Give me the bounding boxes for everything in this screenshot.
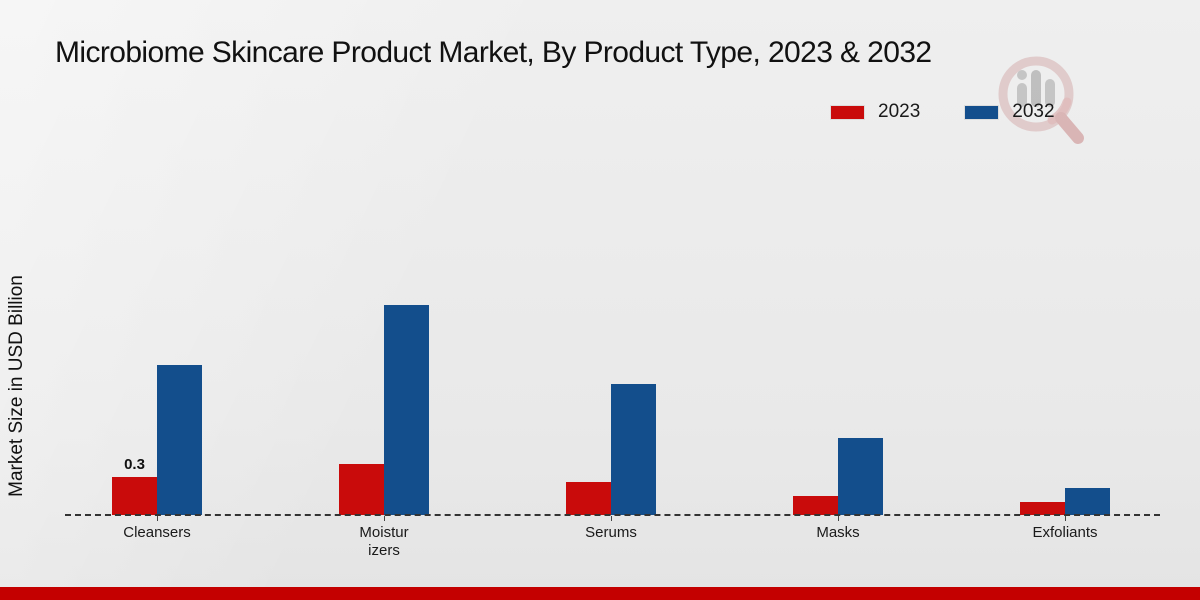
x-axis-tick-serums xyxy=(611,516,612,521)
x-axis-tick-exfoliants xyxy=(1065,516,1066,521)
bar-2023-exfoliants xyxy=(1020,502,1065,515)
legend: 2023 2032 xyxy=(830,101,1055,123)
legend-swatch-2023-icon xyxy=(830,104,865,120)
x-axis-tick-moisturizers xyxy=(384,516,385,521)
bar-2032-exfoliants xyxy=(1065,488,1110,515)
x-axis-baseline xyxy=(65,514,1160,516)
footer-accent-bar xyxy=(0,587,1200,600)
category-label-moisturizers: Moistur izers xyxy=(359,524,409,559)
bar-2032-masks xyxy=(838,438,883,515)
bar-2032-serums xyxy=(611,384,656,515)
x-axis-tick-cleansers xyxy=(157,516,158,521)
legend-item-2032[interactable]: 2032 xyxy=(964,101,1055,123)
legend-label-2032: 2032 xyxy=(1012,101,1055,122)
chart-title: Microbiome Skincare Product Market, By P… xyxy=(55,36,932,69)
magnifier-bar-chart-watermark-icon xyxy=(998,56,1084,144)
category-label-masks: Masks xyxy=(816,524,860,541)
category-label-cleansers: Cleansers xyxy=(123,524,191,541)
bar-2023-moisturizers xyxy=(339,464,384,515)
bar-2032-moisturizers xyxy=(384,305,429,515)
bar-2023-serums xyxy=(566,482,611,515)
x-axis-tick-masks xyxy=(838,516,839,521)
legend-swatch-2032-icon xyxy=(964,104,1000,120)
bar-2023-cleansers xyxy=(112,477,157,515)
bar-value-label-2023: 0.3 xyxy=(124,456,145,473)
bar-2023-masks xyxy=(793,496,838,515)
legend-label-2023: 2023 xyxy=(878,101,921,122)
category-label-exfoliants: Exfoliants xyxy=(1032,524,1098,541)
bar-2032-cleansers xyxy=(157,365,202,515)
legend-item-2023[interactable]: 2023 xyxy=(830,101,920,123)
category-label-serums: Serums xyxy=(585,524,637,541)
